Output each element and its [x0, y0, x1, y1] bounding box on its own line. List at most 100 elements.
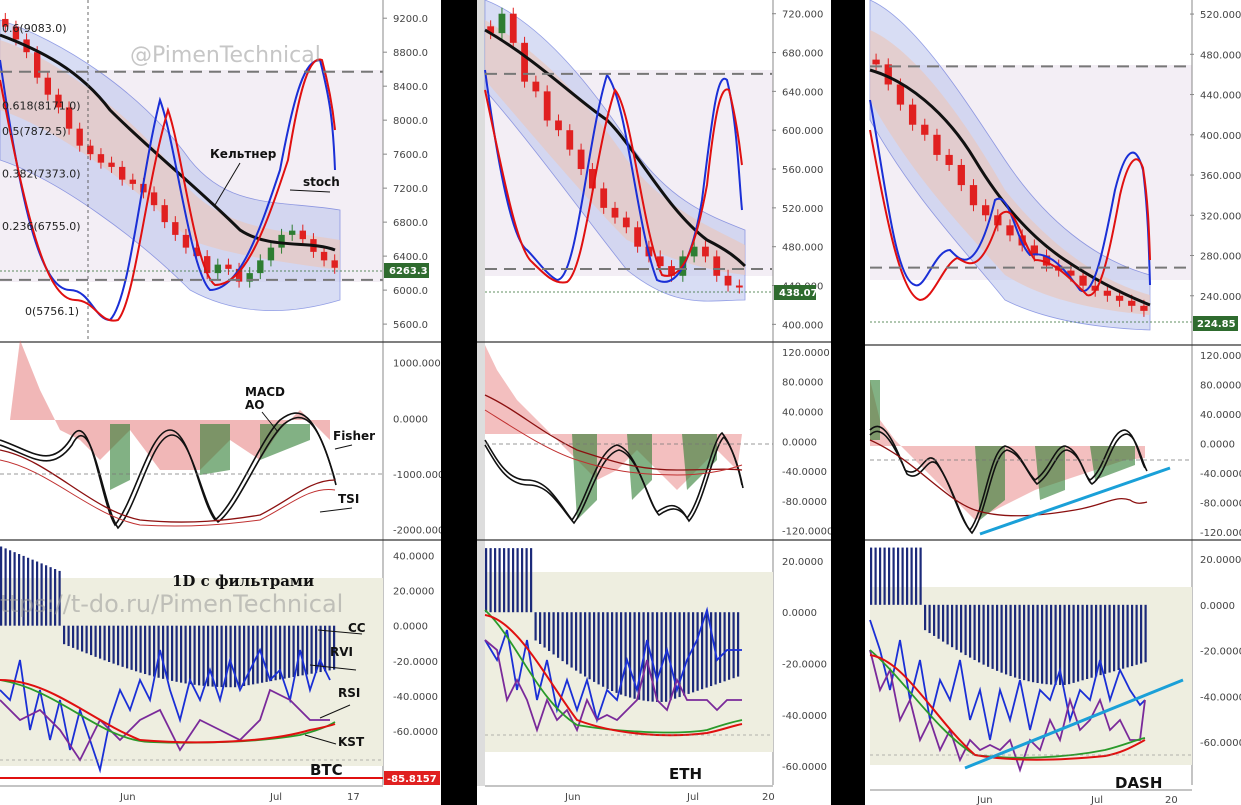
btc-candle — [246, 273, 253, 282]
btc-price-tick-label: 6000.0 — [393, 286, 428, 297]
dash-rvi-line — [869, 619, 1146, 741]
eth-xlabel-20: 20 — [762, 792, 775, 803]
btc-cc-bar — [315, 625, 318, 673]
btc-candle — [267, 247, 275, 261]
eth-filter-tick-label: -60.0000 — [782, 762, 827, 773]
dash-filter-tick-label: -20.0000 — [1200, 647, 1241, 658]
btc-osc-ticks: 1000.0000 0.0000 -1000.0000 -2000.0000 — [393, 359, 441, 537]
eth-candle — [600, 188, 608, 208]
eth-cc-bar — [687, 612, 690, 694]
eth-cc-bar — [620, 612, 623, 695]
btc-cc-bar — [180, 625, 183, 683]
eth-osc-tick-label: 0.0000 — [782, 437, 817, 448]
eth-cc-bar — [606, 612, 609, 689]
dash-osc-tick-label: 0.0000 — [1200, 440, 1235, 451]
dash-kst-line — [869, 649, 1146, 759]
btc-cc-bar — [0, 546, 3, 626]
eth-cc-bar — [494, 548, 497, 613]
dash-candle — [1140, 305, 1148, 311]
dash-cc-bar — [1041, 604, 1044, 684]
btc-filter-badge-text: -85.8157 — [387, 774, 437, 785]
btc-time-axis — [0, 786, 441, 805]
btc-cc-bar — [166, 625, 169, 680]
btc-filter-tick-label: 40.0000 — [393, 551, 434, 562]
dash-cc-bar — [1086, 604, 1089, 680]
eth-candle — [532, 81, 540, 92]
eth-cc-bar — [570, 612, 573, 668]
eth-stoch-d-line — [484, 87, 743, 284]
dash-rsi-line — [869, 649, 1146, 773]
btc-xlabel-jul: Jul — [269, 792, 282, 803]
dash-cc-bar — [973, 604, 976, 661]
eth-kst-signal-line — [484, 614, 743, 737]
eth-cc-bar — [561, 612, 564, 662]
dash-cc-bar — [1014, 604, 1017, 678]
btc-cc-bar — [90, 625, 93, 656]
eth-candle — [611, 207, 619, 218]
eth-filter-tick-label: 20.0000 — [782, 557, 823, 568]
btc-price-tick-label: 8400.0 — [393, 82, 428, 93]
dash-cc-bar — [915, 547, 918, 605]
btc-candle — [331, 260, 338, 268]
dash-candle — [908, 104, 917, 125]
dash-cc-bar — [1045, 604, 1048, 685]
btc-candle — [235, 268, 243, 282]
eth-cc-bar — [660, 612, 663, 702]
kst-label: KST — [338, 735, 365, 749]
eth-osc-tick-label: 80.0000 — [782, 378, 823, 389]
eth-cc-bar — [705, 612, 708, 688]
eth-candle — [555, 120, 562, 131]
eth-axis-bg — [773, 0, 831, 805]
eth-cc-bar — [714, 612, 717, 685]
dash-cc-bar — [1099, 604, 1102, 676]
dash-osc-tick-label: -40.0000 — [1200, 469, 1241, 480]
btc-cc-bar — [144, 625, 147, 675]
btc-cc-bar — [265, 625, 268, 682]
btc-price-tick-label: 7200.0 — [393, 184, 428, 195]
btc-cc-bar — [175, 625, 178, 682]
btc-cc-bar — [189, 625, 192, 685]
dash-cc-bar — [888, 547, 891, 605]
eth-cc-bar — [728, 612, 731, 680]
btc-price-tick-label: 6400.0 — [393, 252, 428, 263]
dash-candle — [969, 185, 978, 206]
eth-cc-bar — [732, 612, 735, 679]
dash-bollinger-band — [869, 0, 1151, 331]
btc-cc-bar — [319, 625, 322, 673]
eth-cc-bar — [692, 612, 695, 693]
btc-cc-bar — [18, 554, 21, 626]
dash-cc-bar — [870, 547, 873, 605]
eth-cc-bar — [498, 548, 501, 613]
btc-filter-tick-label: -60.0000 — [393, 727, 438, 738]
eth-chart-panel: 720.000 680.000 640.000 600.000 560.000 520.0… — [477, 0, 831, 805]
btc-cc-bar — [324, 625, 327, 672]
rsi-label: RSI — [338, 686, 360, 700]
eth-cc-bar — [534, 612, 537, 641]
dash-cc-bar — [1081, 604, 1084, 681]
dash-osc-tick-label: 40.0000 — [1200, 410, 1241, 421]
eth-ma-line — [484, 28, 747, 268]
eth-candle — [521, 42, 528, 82]
fisher-label: Fisher — [333, 429, 375, 443]
btc-xlabel-jun: Jun — [119, 792, 136, 803]
btc-cc-bar — [103, 625, 106, 661]
btc-cc-bar — [162, 625, 165, 679]
btc-candle — [2, 18, 9, 27]
btc-candle — [129, 179, 136, 184]
dash-cc-bar — [924, 604, 927, 631]
dash-price-tick-label: 440.000 — [1200, 91, 1241, 102]
dash-time-axis — [865, 790, 1241, 805]
btc-cc-bar — [288, 625, 291, 678]
btc-cc-bar — [292, 625, 295, 677]
dash-osc-tick-label: -80.0000 — [1200, 499, 1241, 510]
macd-pointer — [261, 411, 279, 433]
dash-price-tick-label: 480.000 — [1200, 50, 1241, 61]
dash-cc-bar — [1104, 604, 1107, 674]
btc-price-tick-label: 8800.0 — [393, 48, 428, 59]
btc-cc-bar — [328, 625, 331, 671]
dash-cc-bars — [870, 547, 1147, 685]
eth-cc-bar — [552, 612, 555, 655]
eth-candle — [735, 285, 743, 288]
btc-cc-bar — [94, 625, 97, 657]
btc-cc-bar — [229, 625, 232, 688]
